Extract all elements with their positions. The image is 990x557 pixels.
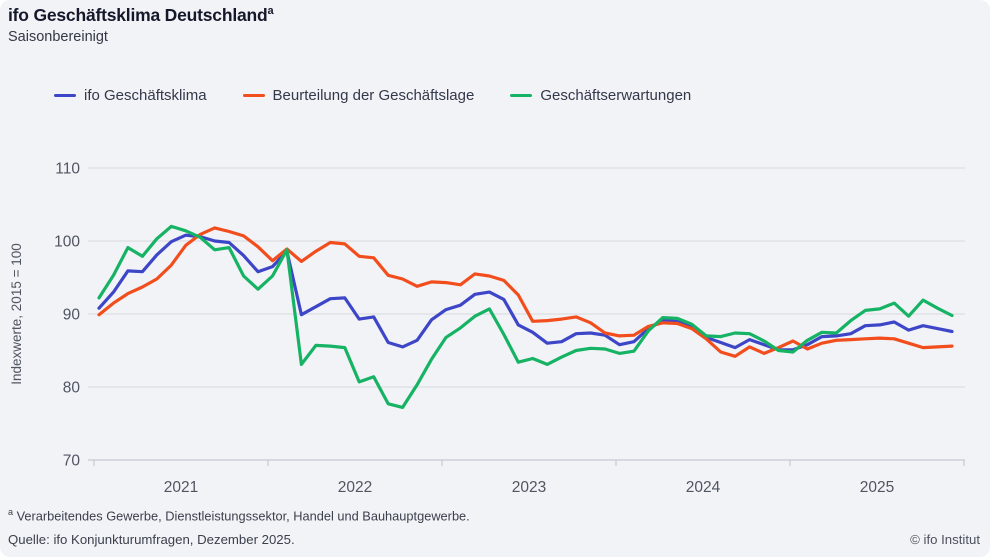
svg-text:2025: 2025	[860, 479, 894, 496]
legend-item-geschaeftslage[interactable]: Beurteilung der Geschäftslage	[242, 87, 475, 104]
chart-footnote: a Verarbeitendes Gewerbe, Dienstleistung…	[8, 507, 470, 523]
copyright-label: © ifo Institut	[910, 532, 980, 547]
svg-text:2023: 2023	[512, 479, 546, 496]
legend-swatch-green-icon	[510, 93, 533, 98]
svg-text:100: 100	[54, 234, 80, 251]
chart-gridlines	[88, 167, 965, 461]
legend-label: Geschäftserwartungen	[540, 87, 692, 104]
svg-text:110: 110	[55, 161, 80, 178]
page-title: ifo Geschäftsklima Deutschlanda	[8, 5, 274, 26]
chart-subtitle: Saisonbereinigt	[8, 29, 108, 45]
chart-series-lines	[97, 224, 954, 409]
chart-axis-labels: 110 100 90 80 70 2021 2022 2023 2024 2025 Indexwer…	[9, 161, 894, 497]
svg-text:2022: 2022	[338, 479, 372, 496]
legend-swatch-orange-icon	[242, 93, 265, 98]
svg-text:Indexwerte, 2015 = 100: Indexwerte, 2015 = 100	[9, 243, 24, 384]
svg-text:80: 80	[63, 380, 81, 397]
legend-label: Beurteilung der Geschäftslage	[272, 87, 475, 104]
svg-text:2021: 2021	[164, 479, 198, 496]
legend-swatch-blue-icon	[54, 93, 76, 98]
title-footnote-marker: a	[267, 5, 274, 18]
legend-label: ifo Geschäftsklima	[84, 87, 207, 104]
legend-item-geschaeftsklima[interactable]: ifo Geschäftsklima	[54, 87, 207, 104]
source-line: Quelle: ifo Konjunkturumfragen, Dezember…	[8, 532, 295, 547]
page-title-text: ifo Geschäftsklima Deutschland	[8, 5, 268, 25]
svg-text:70: 70	[63, 453, 81, 470]
svg-text:2024: 2024	[686, 479, 721, 496]
chart-axes	[93, 460, 965, 466]
svg-text:90: 90	[63, 307, 81, 324]
chart-legend: ifo Geschäftsklima Beurteilung der Gesch…	[54, 87, 691, 104]
footnote-text: Verarbeitendes Gewerbe, Dienstleistungss…	[13, 508, 470, 524]
legend-item-erwartungen[interactable]: Geschäftserwartungen	[510, 87, 691, 104]
footnote-marker: a	[8, 507, 14, 517]
